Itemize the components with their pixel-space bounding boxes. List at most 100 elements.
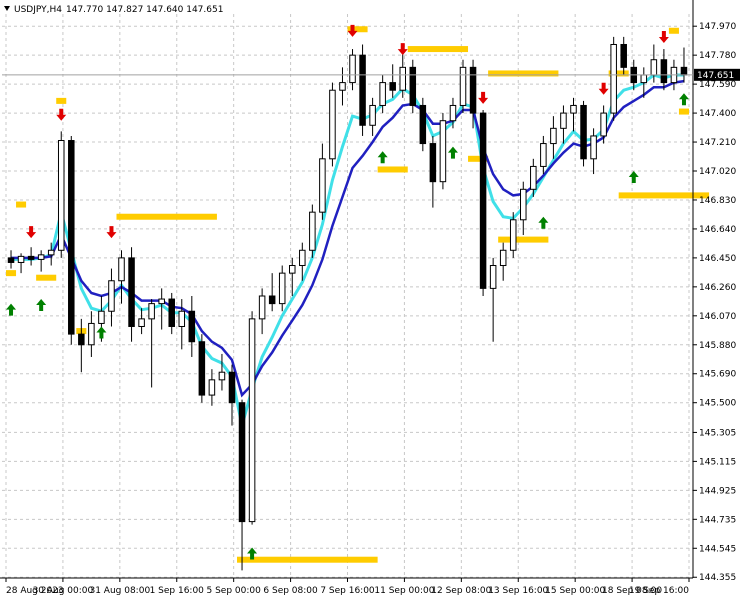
candle-bull — [288, 265, 296, 274]
candle-bull — [640, 74, 648, 84]
candle-bear — [238, 402, 246, 523]
y-tick-label: 144.925 — [699, 486, 736, 496]
candle-bull — [590, 135, 597, 160]
candle-bull — [248, 318, 256, 523]
candle-bull — [208, 379, 216, 396]
level-bar — [498, 236, 549, 243]
arrow-down-icon — [347, 24, 358, 37]
candle-bull — [379, 82, 386, 106]
level-bar — [36, 274, 57, 281]
level-bar — [668, 27, 679, 34]
candle-bull — [148, 303, 155, 320]
candle-bear — [27, 255, 35, 260]
candle-bull — [309, 211, 316, 251]
x-tick-label: 19 Sep 16:00 — [629, 586, 689, 596]
y-tick-label: 144.355 — [699, 573, 736, 583]
x-tick-label: 28 Aug 2023 — [6, 586, 64, 596]
arrow-up-icon — [628, 171, 639, 184]
candle-bear — [409, 66, 417, 106]
candle-bull — [178, 310, 186, 327]
y-tick-label: 146.640 — [699, 225, 736, 235]
arrow-down-icon — [478, 91, 489, 104]
candle-bull — [560, 112, 567, 129]
level-bar — [618, 192, 710, 199]
level-bar — [16, 201, 27, 208]
candle-bear — [168, 298, 175, 327]
arrow-up-icon — [36, 299, 47, 312]
level-bar — [678, 108, 689, 115]
x-tick-label: 6 Sep 08:00 — [263, 586, 318, 596]
candle-bull — [499, 249, 507, 267]
candle-bull — [489, 265, 497, 289]
level-bar — [237, 556, 378, 563]
level-bar — [56, 97, 67, 104]
candle-bull — [138, 318, 145, 327]
x-tick-label: 15 Sep 00:00 — [545, 586, 605, 596]
candle-bull — [369, 104, 376, 126]
candle-bull — [278, 272, 286, 305]
symbol-dropdown-icon[interactable] — [4, 6, 10, 11]
candle-bull — [299, 249, 306, 267]
x-tick-label: 18 Sep 08:00 — [602, 586, 662, 596]
candle-bull — [520, 188, 527, 221]
candle-bear — [469, 66, 477, 114]
candle-bull — [399, 66, 407, 91]
y-tick-label: 145.115 — [699, 457, 736, 467]
candle-bull — [439, 120, 447, 183]
candle-bull — [118, 257, 125, 282]
y-tick-label: 145.305 — [699, 428, 736, 438]
candle-bear — [128, 257, 135, 327]
candle-bull — [47, 249, 55, 256]
candle-bear — [429, 143, 437, 183]
y-tick-label: 147.210 — [699, 138, 736, 148]
y-tick-label: 147.970 — [699, 22, 736, 32]
candle-bull — [509, 219, 517, 251]
y-tick-label: 147.400 — [699, 109, 736, 119]
level-bar — [6, 270, 17, 277]
y-tick-label: 145.880 — [699, 341, 736, 351]
candle-bull — [218, 371, 226, 381]
y-tick-label: 146.830 — [699, 196, 736, 206]
x-tick-label: 12 Sep 08:00 — [431, 586, 491, 596]
y-tick-label: 146.260 — [699, 283, 736, 293]
candle-bull — [339, 82, 346, 91]
last-price-label: 147.651 — [697, 71, 734, 81]
x-tick-label: 13 Sep 16:00 — [488, 586, 548, 596]
y-tick-label: 147.020 — [699, 167, 736, 177]
candle-bull — [37, 254, 45, 260]
ma-slow-line — [11, 79, 685, 398]
candle-bull — [108, 280, 115, 312]
last-price-tag — [694, 68, 740, 81]
candle-bull — [349, 54, 356, 84]
level-bar — [468, 155, 489, 162]
arrow-up-icon — [377, 151, 388, 164]
candle-bear — [660, 59, 668, 84]
y-tick-label: 146.450 — [699, 254, 736, 264]
x-tick-label: 7 Sep 16:00 — [320, 586, 375, 596]
arrow-down-icon — [658, 30, 669, 43]
candle-bear — [7, 257, 15, 263]
candle-bull — [329, 89, 336, 160]
candle-bull — [258, 295, 266, 320]
candle-bull — [319, 158, 326, 213]
x-tick-label: 1 Sep 16:00 — [150, 586, 205, 596]
moving-averages — [11, 73, 685, 426]
x-tick-label: 31 Aug 08:00 — [89, 586, 150, 596]
level-bar — [347, 26, 368, 33]
x-tick-label: 11 Sep 00:00 — [374, 586, 434, 596]
candle-bear — [228, 371, 236, 404]
candle-bull — [88, 322, 95, 346]
candle-bear — [680, 66, 688, 76]
grid — [2, 14, 693, 578]
candle-bull — [610, 43, 617, 114]
candle-bull — [158, 298, 165, 305]
arrow-down-icon — [106, 226, 117, 239]
arrow-up-icon — [247, 547, 258, 560]
y-tick-label: 145.690 — [699, 370, 736, 380]
arrow-up-icon — [447, 146, 458, 159]
candle-bull — [459, 66, 467, 106]
y-tick-label: 144.735 — [699, 515, 736, 525]
y-tick-label: 145.500 — [699, 399, 736, 409]
candle-bull — [530, 165, 537, 190]
